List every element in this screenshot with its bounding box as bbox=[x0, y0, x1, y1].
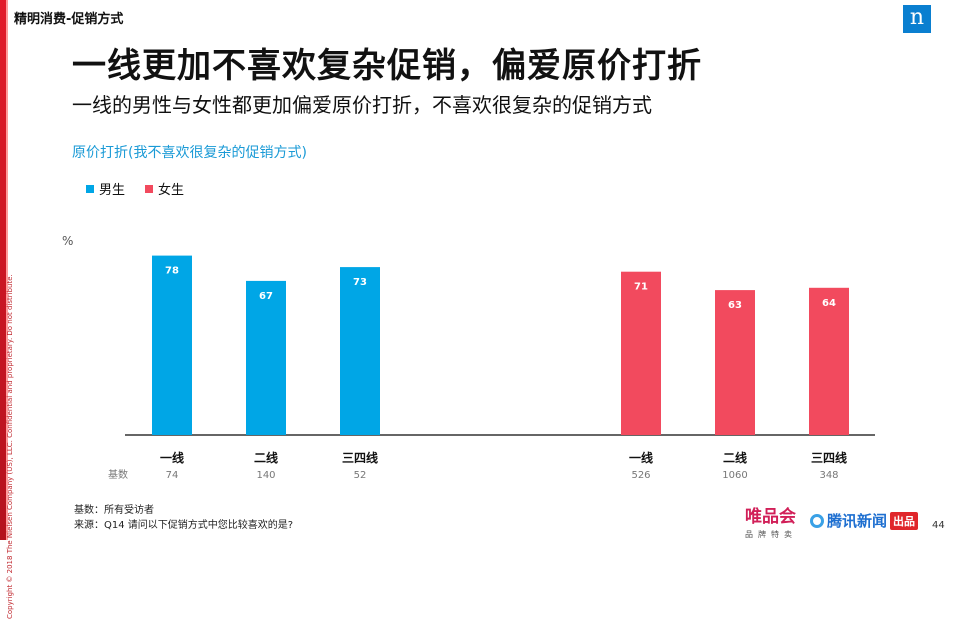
nielsen-logo: n bbox=[903, 5, 931, 33]
legend-label-male: 男生 bbox=[99, 183, 126, 198]
base-value: 526 bbox=[631, 470, 650, 481]
category-label: 二线 bbox=[723, 450, 747, 465]
category-label: 二线 bbox=[254, 450, 278, 465]
category-label: 一线 bbox=[160, 450, 184, 465]
data-label: 64 bbox=[822, 298, 836, 309]
base-value: 74 bbox=[166, 470, 179, 481]
category-label: 一线 bbox=[629, 450, 653, 465]
tencent-news-logo: 腾讯新闻 出品 bbox=[810, 510, 919, 531]
bar-female-1 bbox=[621, 271, 661, 435]
section-label: 精明消费-促销方式 bbox=[14, 12, 124, 27]
bar-female-3 bbox=[809, 287, 849, 435]
footnotes: 基数：所有受访者 来源：Q14 请问以下促销方式中您比较喜欢的是? bbox=[74, 503, 293, 533]
legend-item-female: 女生 bbox=[145, 179, 184, 198]
vipshop-tagline: 品牌特卖 bbox=[745, 530, 797, 539]
base-value: 1060 bbox=[722, 470, 747, 481]
page-number: 44 bbox=[932, 520, 945, 531]
source-note: 来源：Q14 请问以下促销方式中您比较喜欢的是? bbox=[74, 520, 294, 531]
category-label: 三四线 bbox=[342, 450, 378, 465]
legend-swatch-female bbox=[145, 184, 153, 193]
data-label: 73 bbox=[353, 277, 367, 288]
legend-item-male: 男生 bbox=[86, 179, 125, 198]
legend-label-female: 女生 bbox=[158, 183, 185, 198]
data-label: 67 bbox=[259, 291, 273, 302]
category-label: 三四线 bbox=[811, 450, 847, 465]
page-title: 一线更加不喜欢复杂促销，偏爱原价打折 bbox=[72, 46, 702, 86]
vipshop-name: 唯品会 bbox=[745, 507, 796, 527]
bar-male-1 bbox=[152, 255, 192, 435]
tencent-news-icon bbox=[810, 513, 824, 528]
vipshop-logo: 唯品会 品牌特卖 bbox=[745, 508, 797, 544]
data-label: 78 bbox=[165, 266, 179, 277]
base-value: 348 bbox=[819, 470, 838, 481]
red-edge-decoration bbox=[0, 0, 8, 540]
legend-swatch-male bbox=[86, 184, 94, 193]
tencent-news-tag: 出品 bbox=[890, 511, 919, 530]
chart-title: 原价打折(我不喜欢很复杂的促销方式) bbox=[72, 145, 307, 161]
data-label: 63 bbox=[728, 300, 742, 311]
page-subtitle: 一线的男性与女性都更加偏爱原价打折，不喜欢很复杂的促销方式 bbox=[72, 93, 652, 117]
base-note: 基数：所有受访者 bbox=[74, 505, 154, 516]
base-value: 140 bbox=[256, 470, 275, 481]
base-row-label: 基数 bbox=[108, 468, 128, 481]
data-label: 71 bbox=[634, 282, 648, 293]
tencent-news-name: 腾讯新闻 bbox=[827, 512, 888, 530]
unit-label: % bbox=[62, 234, 74, 248]
bar-male-2 bbox=[246, 280, 286, 435]
bar-chart: 78 一线 74 67 二线 140 73 三四线 52 71 一线 526 63 二线 1060 64 三四线… bbox=[108, 255, 875, 481]
bar-female-2 bbox=[715, 290, 755, 435]
base-value: 52 bbox=[354, 470, 367, 481]
bar-male-3 bbox=[340, 267, 380, 435]
